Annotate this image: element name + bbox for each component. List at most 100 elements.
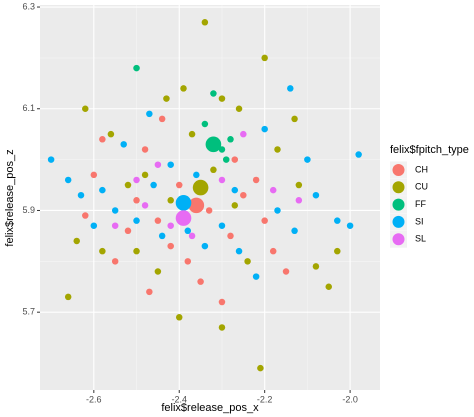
point (240, 130, 247, 138)
point (231, 202, 239, 209)
point (111, 258, 119, 265)
legend-label: CH (415, 164, 428, 174)
point (355, 151, 362, 158)
point (231, 186, 239, 194)
x-tick-label: -2.2 (257, 394, 273, 404)
point (188, 197, 205, 214)
point (295, 181, 303, 189)
x-tick-label: -2.0 (342, 394, 358, 404)
y-tick-label: 5.9 (22, 205, 35, 215)
point (167, 242, 174, 250)
point (346, 222, 354, 229)
point (244, 258, 251, 265)
point (154, 161, 162, 168)
point (154, 268, 162, 275)
point (180, 85, 187, 92)
legend-label: CU (415, 182, 428, 192)
point (312, 191, 320, 199)
point (261, 54, 268, 62)
point (124, 227, 132, 235)
legend-label: SI (415, 216, 424, 226)
point (205, 207, 213, 214)
x-tick-label: -2.6 (86, 394, 102, 404)
point (146, 110, 153, 118)
point (231, 156, 239, 163)
point (73, 237, 80, 245)
point (201, 120, 209, 128)
point (287, 85, 294, 92)
point (111, 207, 119, 214)
point (261, 125, 268, 133)
point (133, 64, 140, 72)
plot-panel (40, 5, 380, 390)
point (227, 232, 234, 240)
point (167, 161, 174, 168)
point (111, 222, 119, 229)
point (252, 176, 260, 184)
point (235, 247, 243, 255)
point (218, 95, 226, 102)
point (240, 191, 247, 199)
legend-title: felix$fpitch_type (390, 144, 469, 156)
point (227, 136, 234, 143)
point (218, 324, 226, 331)
point (193, 171, 200, 179)
point (158, 232, 166, 240)
point (188, 130, 196, 138)
point (175, 181, 183, 189)
point (175, 314, 183, 321)
y-tick-label: 5.7 (22, 307, 35, 317)
legend-label: FF (415, 199, 426, 209)
point (133, 217, 140, 224)
point (291, 227, 298, 235)
point (154, 217, 162, 224)
point (269, 186, 277, 194)
point (141, 171, 149, 179)
point (99, 136, 106, 143)
point (150, 181, 157, 189)
point (218, 298, 226, 306)
point (167, 222, 174, 229)
point (210, 166, 217, 174)
point (192, 179, 209, 196)
point (163, 95, 170, 102)
point (82, 105, 89, 113)
point (184, 227, 192, 235)
point (90, 171, 98, 179)
point (274, 146, 281, 153)
point (274, 207, 281, 214)
legend-label: SL (415, 234, 426, 244)
point (218, 222, 226, 229)
point (222, 156, 230, 163)
point (120, 141, 127, 148)
point (334, 247, 341, 255)
point (158, 115, 166, 123)
legend-marker (392, 181, 405, 194)
point (218, 176, 226, 184)
point (133, 247, 140, 255)
legend-marker (392, 164, 405, 176)
point (141, 202, 149, 209)
point (295, 197, 303, 204)
point (141, 146, 149, 153)
legend-marker (392, 215, 405, 228)
y-tick-label: 6.3 (22, 1, 35, 11)
point (197, 278, 204, 285)
x-tick-label: -2.4 (171, 394, 187, 404)
legend-marker (392, 233, 405, 246)
point (175, 210, 192, 226)
point (312, 263, 320, 270)
point (188, 232, 196, 240)
point (257, 364, 264, 372)
point (201, 242, 209, 250)
x-axis-label: felix$release_pos_x (161, 402, 259, 414)
point (47, 156, 55, 163)
point (90, 222, 98, 229)
point (82, 212, 89, 219)
point (334, 217, 341, 224)
point (235, 105, 243, 113)
point (252, 273, 260, 280)
y-tick-label: 6.1 (22, 103, 35, 113)
point (325, 283, 332, 291)
